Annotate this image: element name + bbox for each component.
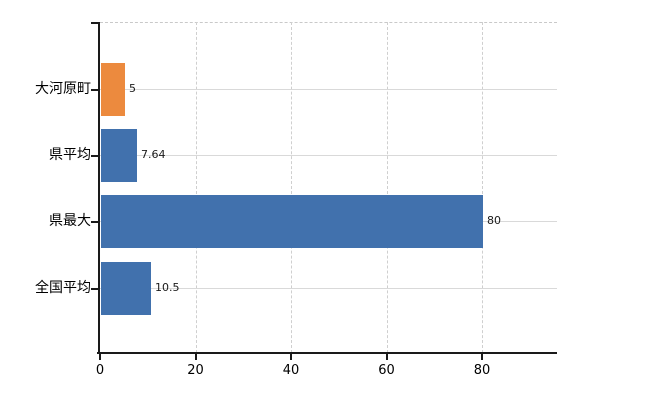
x-tick — [194, 354, 197, 360]
x-tick-label: 40 — [282, 363, 300, 378]
y-tick — [91, 89, 98, 91]
x-tick — [99, 354, 101, 360]
bar-value-label: 5 — [129, 82, 136, 95]
x-tick — [481, 354, 483, 360]
gridline-horizontal — [100, 288, 557, 289]
x-tick-label: 80 — [473, 363, 491, 378]
category-label: 県最大 — [49, 213, 91, 229]
bar — [101, 261, 151, 315]
category-label: 全国平均 — [35, 280, 91, 296]
bar-value-label: 10.5 — [155, 281, 180, 294]
bar-value-label: 80 — [487, 214, 501, 227]
y-tick — [91, 288, 98, 290]
y-tick — [91, 22, 98, 24]
x-tick-label: 0 — [95, 363, 105, 378]
bar — [101, 128, 137, 182]
bar-value-label: 7.64 — [141, 148, 166, 161]
category-label: 県平均 — [49, 147, 91, 163]
bar — [101, 62, 125, 116]
x-tick-label: 60 — [378, 363, 395, 378]
category-label: 大河原町 — [35, 81, 91, 97]
bar — [101, 194, 483, 248]
gridline-horizontal — [100, 155, 557, 156]
plot-top-border — [100, 22, 557, 23]
gridline-vertical — [195, 22, 197, 353]
gridline-horizontal — [100, 89, 557, 90]
gridline-vertical — [482, 22, 483, 353]
y-tick — [91, 221, 98, 223]
gridline-vertical — [386, 22, 388, 353]
y-tick — [91, 155, 98, 157]
gridline-vertical — [291, 22, 292, 353]
x-tick-label: 20 — [187, 363, 204, 378]
x-tick — [385, 354, 388, 360]
y-axis-line — [98, 22, 100, 353]
x-axis-line — [97, 352, 557, 354]
x-tick — [290, 354, 292, 360]
